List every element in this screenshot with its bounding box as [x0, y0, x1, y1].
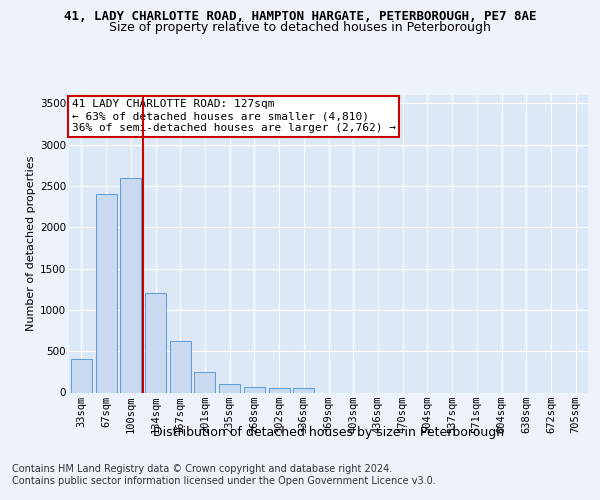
Bar [170, 342, 191, 392]
Text: Distribution of detached houses by size in Peterborough: Distribution of detached houses by size … [153, 426, 505, 439]
Bar [219, 384, 240, 392]
Bar [244, 387, 265, 392]
Text: Contains public sector information licensed under the Open Government Licence v3: Contains public sector information licen… [12, 476, 436, 486]
Bar [194, 372, 215, 392]
Bar [269, 388, 290, 392]
Bar [145, 294, 166, 392]
Text: Size of property relative to detached houses in Peterborough: Size of property relative to detached ho… [109, 22, 491, 35]
Bar [71, 360, 92, 392]
Bar [95, 194, 116, 392]
Text: 41 LADY CHARLOTTE ROAD: 127sqm
← 63% of detached houses are smaller (4,810)
36% : 41 LADY CHARLOTTE ROAD: 127sqm ← 63% of … [71, 100, 395, 132]
Text: Contains HM Land Registry data © Crown copyright and database right 2024.: Contains HM Land Registry data © Crown c… [12, 464, 392, 474]
Text: 41, LADY CHARLOTTE ROAD, HAMPTON HARGATE, PETERBOROUGH, PE7 8AE: 41, LADY CHARLOTTE ROAD, HAMPTON HARGATE… [64, 10, 536, 23]
Y-axis label: Number of detached properties: Number of detached properties [26, 156, 36, 332]
Bar [293, 388, 314, 392]
Bar [120, 178, 141, 392]
